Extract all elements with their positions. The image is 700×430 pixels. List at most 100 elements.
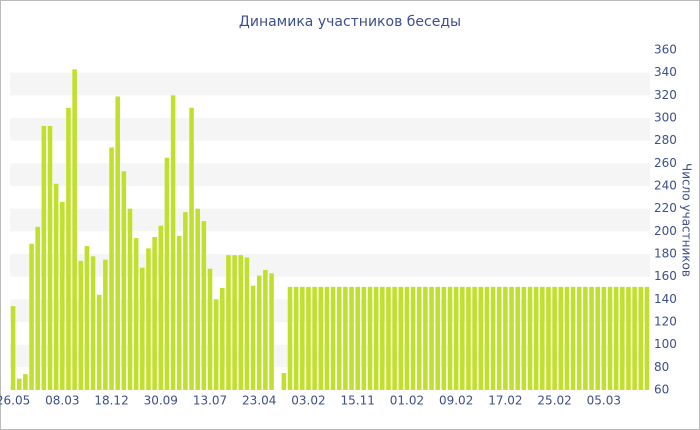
x-tick-label: 03.02	[291, 394, 325, 408]
y-tick-label: 280	[654, 133, 677, 147]
y-tick-label: 80	[654, 360, 669, 374]
bar	[441, 286, 447, 390]
y-tick-label: 180	[654, 247, 677, 261]
x-tick-label: 09.02	[439, 394, 473, 408]
x-tick-label: 26.05	[0, 394, 30, 408]
y-tick-label: 60	[654, 383, 669, 397]
bar	[447, 286, 453, 390]
bar	[72, 69, 77, 391]
bar	[183, 212, 188, 390]
bar	[638, 286, 644, 390]
bar	[66, 107, 71, 391]
x-tick-label: 05.03	[587, 394, 621, 408]
chart-title: Динамика участников беседы	[239, 14, 461, 30]
y-tick-label: 340	[654, 65, 677, 79]
x-tick-label: 13.07	[193, 394, 227, 408]
bar	[496, 286, 502, 390]
bar	[109, 147, 114, 390]
bar	[404, 286, 410, 390]
bar	[23, 374, 28, 390]
y-tick-label: 160	[654, 269, 677, 283]
bar	[306, 286, 311, 390]
bar	[386, 286, 391, 390]
bar	[398, 286, 404, 390]
bar	[478, 286, 484, 390]
bar	[195, 208, 200, 390]
bar	[226, 255, 231, 390]
grid-band	[10, 254, 650, 277]
x-tick-label: 30.09	[144, 394, 178, 408]
bar	[613, 286, 619, 390]
bar	[515, 286, 520, 390]
bar	[595, 286, 600, 390]
bar	[293, 286, 299, 390]
bar	[416, 286, 422, 390]
grid-band	[10, 208, 650, 232]
x-tick-label: 15.11	[341, 394, 375, 408]
bar	[466, 286, 471, 390]
grid-band	[10, 344, 650, 368]
bar	[244, 257, 250, 390]
bar	[35, 226, 40, 390]
bar	[121, 171, 127, 390]
bar	[250, 285, 256, 390]
bar	[232, 255, 237, 390]
bar	[620, 286, 625, 390]
bar	[300, 286, 305, 390]
bar	[238, 255, 244, 390]
bar	[343, 286, 348, 390]
bar	[546, 286, 551, 390]
bar	[324, 286, 330, 390]
grid-band	[10, 299, 650, 322]
bar	[453, 286, 459, 390]
bar	[133, 238, 139, 390]
bar	[330, 286, 336, 390]
y-tick-label: 360	[654, 43, 677, 57]
y-tick-label: 300	[654, 111, 677, 125]
bar	[29, 243, 34, 390]
bar	[361, 286, 367, 390]
x-tick-label: 08.03	[45, 394, 79, 408]
bar	[152, 237, 157, 390]
bar	[521, 286, 527, 390]
x-tick-label: 17.02	[488, 394, 522, 408]
bar	[392, 286, 397, 390]
bar	[140, 267, 145, 390]
bar	[484, 286, 490, 390]
x-tick-label: 18.12	[94, 394, 128, 408]
bar	[287, 286, 293, 390]
bar	[115, 96, 120, 390]
bar	[336, 286, 342, 390]
bar	[312, 286, 317, 390]
bar	[78, 260, 84, 390]
y-axis-title: Число участников	[680, 163, 694, 277]
bar	[540, 286, 545, 390]
bar	[644, 286, 650, 390]
bar	[103, 259, 108, 390]
bar	[201, 221, 207, 390]
bar	[570, 286, 576, 390]
bar	[367, 286, 373, 390]
bar	[90, 256, 96, 390]
y-tick-label: 240	[654, 179, 677, 193]
bar	[53, 183, 59, 390]
y-tick-label: 200	[654, 224, 677, 238]
bar	[170, 95, 176, 390]
bar	[380, 286, 385, 390]
bar	[189, 107, 194, 391]
bar	[263, 269, 268, 390]
bar	[460, 286, 465, 390]
bar	[60, 201, 65, 390]
x-tick-label: 23.04	[242, 394, 276, 408]
bar	[41, 125, 47, 390]
bar	[127, 208, 133, 390]
bar	[589, 286, 594, 390]
grid-band	[10, 118, 650, 141]
bar	[355, 286, 360, 390]
y-tick-label: 120	[654, 315, 677, 329]
bar	[176, 235, 182, 390]
bar	[626, 286, 631, 390]
bar	[509, 286, 514, 390]
bar	[607, 286, 613, 390]
